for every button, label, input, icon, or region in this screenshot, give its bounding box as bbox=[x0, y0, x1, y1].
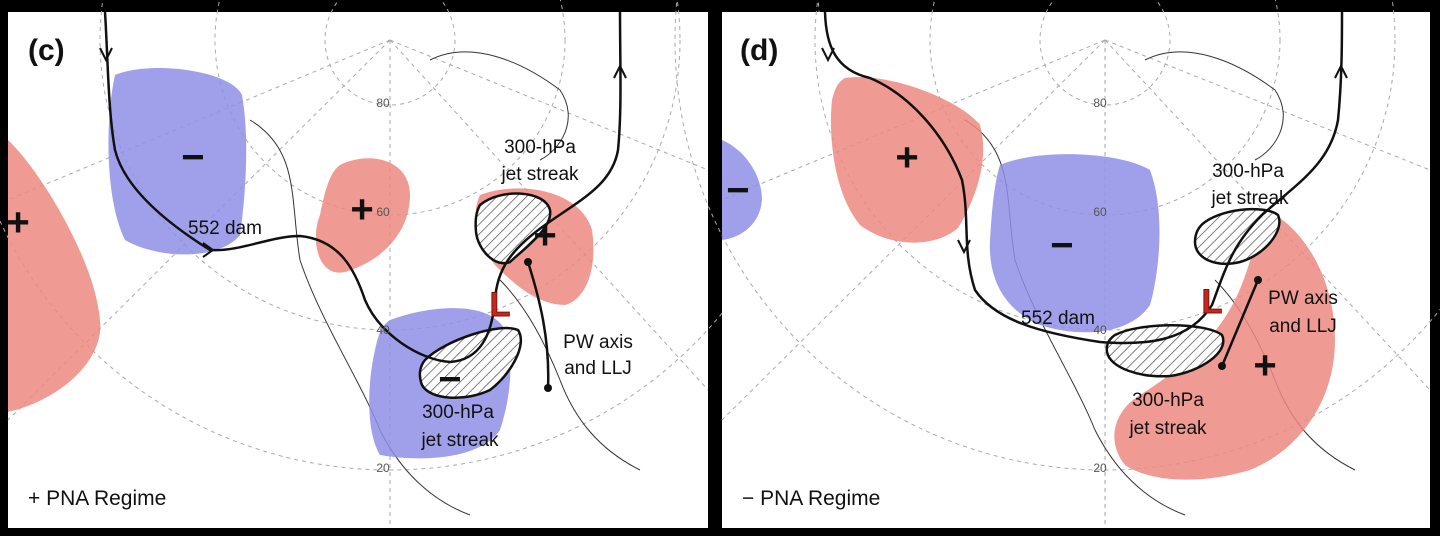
flow-arrow bbox=[957, 239, 971, 255]
flow-arrow bbox=[821, 47, 835, 63]
pw-axis-end bbox=[524, 258, 532, 266]
coastline bbox=[249, 51, 641, 516]
jet-label: jet streak bbox=[420, 430, 499, 451]
flow-arrow bbox=[613, 63, 627, 79]
negative-anomaly bbox=[722, 140, 762, 240]
jet-label: 300-hPa bbox=[1212, 161, 1284, 182]
anomaly-sign: − bbox=[181, 136, 204, 180]
grid-meridian bbox=[1104, 39, 1431, 171]
pw-label: PW axis bbox=[563, 332, 633, 353]
grid-meridian bbox=[389, 39, 709, 391]
latitude-label: 40 bbox=[376, 323, 390, 337]
panel-c: (c) + PNA Regime 552 dam 300-hPa jet str… bbox=[0, 0, 821, 528]
anomaly-sign: − bbox=[1050, 224, 1073, 268]
height-contour bbox=[823, 11, 1344, 345]
regime-label: + PNA Regime bbox=[28, 487, 166, 510]
latitude-label: 80 bbox=[376, 96, 390, 110]
positive-anomaly bbox=[8, 140, 101, 412]
jet-label: 300-hPa bbox=[422, 402, 494, 423]
grid-circle bbox=[1039, 0, 1171, 106]
panel-label: (d) bbox=[740, 34, 778, 67]
low-center: L bbox=[490, 286, 511, 324]
anomaly-sign: + bbox=[350, 188, 373, 232]
grid-meridian bbox=[7, 39, 391, 201]
latitude-label: 60 bbox=[1093, 205, 1107, 219]
jet-streak bbox=[474, 192, 552, 265]
jet-label: 300-hPa bbox=[504, 137, 576, 158]
pw-axis bbox=[526, 261, 550, 389]
grid-meridian bbox=[389, 39, 709, 171]
flow-arrow bbox=[1334, 63, 1348, 79]
anomaly-sign: + bbox=[895, 136, 918, 180]
regime-label: − PNA Regime bbox=[742, 487, 880, 510]
latitude-label: 40 bbox=[1093, 323, 1107, 337]
anomaly-sign: + bbox=[533, 214, 556, 258]
height-contour bbox=[103, 11, 622, 364]
grid-meridian bbox=[721, 39, 1106, 421]
flow-arrow bbox=[202, 242, 215, 258]
grid-meridian bbox=[721, 39, 1106, 201]
pw-axis-end bbox=[1254, 276, 1262, 284]
anomaly-sign: − bbox=[726, 169, 749, 213]
grid-circle bbox=[324, 0, 456, 106]
grid-circle bbox=[814, 0, 1396, 331]
anomaly-sign: + bbox=[1253, 344, 1276, 388]
pw-label: and LLJ bbox=[1269, 316, 1337, 337]
negative-anomaly bbox=[108, 67, 247, 255]
low-center: L bbox=[1202, 283, 1223, 321]
pw-axis-end bbox=[1218, 362, 1226, 370]
positive-anomaly bbox=[830, 77, 984, 243]
latitude-label: 60 bbox=[376, 205, 390, 219]
pw-axis-end bbox=[544, 384, 552, 392]
negative-anomaly bbox=[989, 154, 1160, 333]
jet-streak bbox=[1105, 324, 1225, 378]
pw-axis bbox=[1220, 279, 1260, 367]
grid-circle bbox=[99, 0, 681, 331]
jet-streak bbox=[418, 326, 523, 400]
jet-label: jet streak bbox=[1128, 418, 1207, 439]
grid-circle bbox=[674, 0, 1440, 471]
anomaly-sign: − bbox=[438, 358, 461, 402]
positive-anomaly bbox=[1114, 212, 1335, 480]
latitude-label: 20 bbox=[376, 461, 390, 475]
jet-label: jet streak bbox=[1210, 188, 1289, 209]
pw-label: and LLJ bbox=[564, 358, 632, 379]
flow-arrow bbox=[99, 47, 113, 63]
panel-label: (c) bbox=[28, 34, 65, 67]
panel-d: (d) − PNA Regime 552 dam 300-hPa jet str… bbox=[674, 0, 1440, 528]
anomaly-sign: + bbox=[6, 201, 29, 245]
jet-label: 300-hPa bbox=[1132, 390, 1204, 411]
jet-label: jet streak bbox=[500, 164, 579, 185]
contour-label: 552 dam bbox=[188, 218, 262, 239]
positive-anomaly bbox=[315, 158, 410, 273]
latitude-label: 80 bbox=[1093, 96, 1107, 110]
contour-label: 552 dam bbox=[1021, 308, 1095, 329]
latitude-label: 20 bbox=[1093, 461, 1107, 475]
jet-streak bbox=[1193, 207, 1281, 265]
pw-label: PW axis bbox=[1268, 288, 1338, 309]
